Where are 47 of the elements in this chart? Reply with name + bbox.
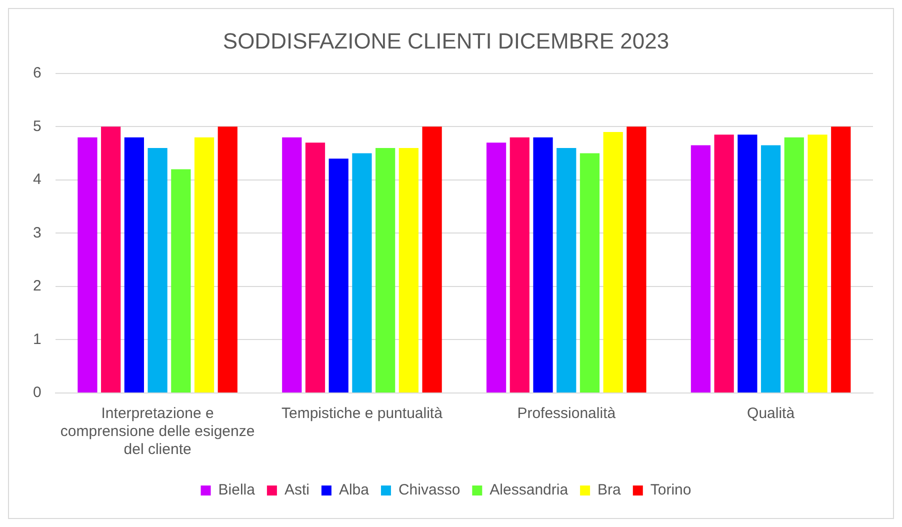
bar <box>533 137 553 392</box>
bar <box>738 134 758 392</box>
bar <box>486 142 506 392</box>
bar <box>148 148 168 392</box>
bar <box>194 137 214 392</box>
bar <box>808 134 828 392</box>
bar <box>171 169 191 392</box>
bar <box>328 158 348 392</box>
legend-label: Torino <box>650 482 692 499</box>
bar <box>376 148 396 392</box>
bar <box>218 126 238 392</box>
x-tick-label: Tempistiche e puntualità <box>281 405 444 422</box>
bar <box>626 126 646 392</box>
y-tick-label: 1 <box>33 330 42 348</box>
legend-label: Asti <box>284 482 310 499</box>
bar <box>510 137 530 392</box>
x-tick-label: Qualità <box>747 405 796 422</box>
legend-label: Chivasso <box>398 482 460 499</box>
chart-title: SODDISFAZIONE CLIENTI DICEMBRE 2023 <box>222 28 670 54</box>
bar <box>305 142 326 392</box>
legend-label: Bra <box>598 482 622 499</box>
bar <box>101 126 121 392</box>
bar <box>398 148 418 392</box>
x-tick-label: Interpretazione e comprensione delle esigenze del cliente <box>60 405 255 458</box>
bar <box>784 137 804 392</box>
legend-label: Alessandria <box>490 482 569 499</box>
bar <box>603 132 623 392</box>
bar <box>690 145 711 392</box>
y-tick-label: 6 <box>33 64 42 82</box>
bar <box>422 126 442 392</box>
x-tick-label: Professionalità <box>517 405 616 422</box>
bar <box>580 153 600 392</box>
y-tick-label: 4 <box>33 171 42 188</box>
bar <box>124 137 144 392</box>
bar <box>760 145 781 392</box>
bar <box>78 137 98 392</box>
bar <box>714 134 734 392</box>
y-tick-label: 5 <box>33 118 42 135</box>
bar <box>556 148 576 392</box>
bar <box>282 137 302 392</box>
legend-label: Alba <box>338 482 370 499</box>
bar <box>831 126 851 392</box>
legend-label: Biella <box>218 482 256 499</box>
y-tick-label: 0 <box>33 384 42 402</box>
y-tick-label: 3 <box>33 224 42 242</box>
bar <box>352 153 372 392</box>
y-tick-label: 2 <box>33 278 42 295</box>
